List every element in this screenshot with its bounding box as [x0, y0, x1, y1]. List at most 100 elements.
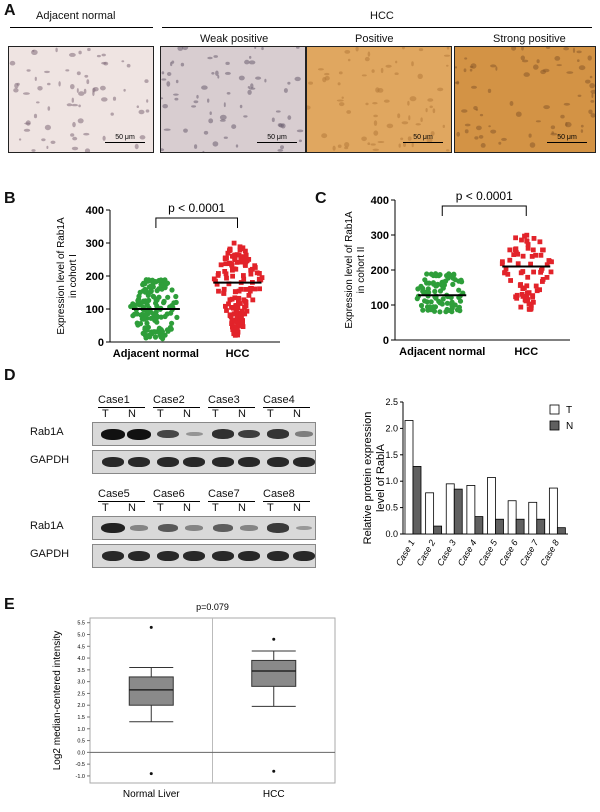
cell-nucleus — [543, 105, 550, 110]
cell-nucleus — [487, 88, 492, 93]
scale-bar-label: 50 μm — [267, 134, 287, 141]
data-point — [231, 266, 237, 272]
data-point — [443, 278, 449, 284]
blot-band — [237, 551, 261, 561]
data-point — [223, 303, 228, 309]
y-tick-label: -0.5 — [76, 762, 85, 768]
case-underline — [153, 407, 200, 408]
data-point — [522, 233, 527, 239]
y-tick-label: 4.5 — [77, 644, 85, 650]
cell-nucleus — [231, 124, 237, 129]
cell-nucleus — [536, 59, 540, 64]
data-point — [221, 286, 227, 292]
y-tick-label: 5.0 — [77, 633, 85, 639]
cell-nucleus — [432, 108, 436, 114]
data-point — [539, 268, 544, 273]
data-point — [235, 327, 240, 333]
cell-nucleus — [542, 68, 550, 73]
data-point — [544, 275, 550, 280]
case-label: Case3 — [208, 394, 240, 406]
p-value-label: p < 0.0001 — [168, 201, 225, 215]
data-point — [507, 257, 513, 263]
x-category-label: Case 8 — [538, 538, 561, 568]
cell-nucleus — [529, 142, 536, 148]
cell-nucleus — [144, 79, 149, 83]
cell-nucleus — [92, 87, 99, 92]
case-underline — [153, 501, 200, 502]
cell-nucleus — [248, 60, 256, 65]
cell-nucleus — [411, 61, 414, 67]
western-blot-row-2: Case5 T N Case6 T N Case7 T N Case8 T N Rab1A GAPDH — [30, 488, 320, 570]
scale-bar: 50 μm — [403, 134, 443, 143]
data-point — [247, 288, 253, 294]
cell-nucleus — [590, 89, 595, 94]
data-point — [240, 254, 245, 259]
cell-nucleus — [76, 88, 79, 93]
cell-nucleus — [283, 88, 288, 93]
data-point — [234, 314, 240, 320]
outlier-point — [272, 637, 276, 641]
data-point — [449, 272, 455, 279]
bar — [548, 487, 558, 535]
blot-band — [292, 457, 316, 467]
bar — [404, 420, 414, 535]
data-point — [158, 314, 164, 320]
cell-nucleus — [587, 55, 592, 61]
data-point — [432, 288, 438, 294]
blot-band — [267, 523, 289, 533]
data-point — [174, 314, 180, 320]
cell-nucleus — [383, 99, 390, 103]
data-point — [236, 252, 242, 258]
cell-nucleus — [372, 148, 380, 151]
cell-nucleus — [139, 135, 146, 140]
x-category-label: Normal Liver — [123, 789, 180, 800]
cell-nucleus — [69, 52, 76, 57]
data-point — [513, 294, 518, 300]
blot-band — [295, 525, 313, 531]
bar — [412, 466, 422, 535]
bar — [487, 477, 496, 535]
cell-nucleus — [521, 47, 524, 51]
cell-nucleus — [211, 72, 215, 75]
data-point — [230, 273, 235, 279]
cell-nucleus — [550, 125, 556, 130]
case-underline — [98, 501, 145, 502]
data-point — [517, 283, 523, 288]
lane-label: N — [128, 408, 136, 420]
blot-band — [213, 524, 233, 532]
cell-nucleus — [344, 146, 349, 150]
y-tick-label: 0.5 — [385, 503, 398, 513]
cell-nucleus — [161, 148, 165, 152]
x-category-label: Case 1 — [394, 538, 417, 568]
data-point — [218, 262, 224, 268]
data-point — [546, 258, 552, 263]
cell-nucleus — [78, 91, 85, 96]
data-point — [232, 318, 238, 324]
panel-e-label: E — [4, 596, 15, 613]
data-point — [135, 298, 141, 304]
gapdh-blot-strip — [92, 544, 316, 568]
cell-nucleus — [102, 135, 106, 141]
data-point — [165, 328, 171, 334]
cell-nucleus — [490, 64, 497, 68]
cell-nucleus — [398, 143, 401, 148]
cell-nucleus — [308, 81, 313, 85]
data-point — [424, 299, 430, 305]
case-underline — [98, 407, 145, 408]
y-tick-label: 100 — [86, 304, 104, 316]
cell-nucleus — [23, 128, 31, 132]
blot-band — [127, 428, 151, 440]
blot-band — [101, 428, 125, 440]
y-tick-label: 1.0 — [77, 727, 85, 733]
blot-band — [266, 457, 290, 467]
data-point — [169, 320, 175, 326]
cell-nucleus — [464, 57, 468, 60]
hcc-rule — [162, 27, 592, 28]
legend-label: T — [566, 405, 572, 416]
data-point — [236, 295, 242, 301]
cell-nucleus — [123, 88, 126, 92]
cell-nucleus — [14, 82, 19, 89]
y-tick-label: 1.5 — [385, 450, 398, 460]
cell-nucleus — [471, 85, 477, 89]
legend-swatch — [549, 420, 560, 431]
